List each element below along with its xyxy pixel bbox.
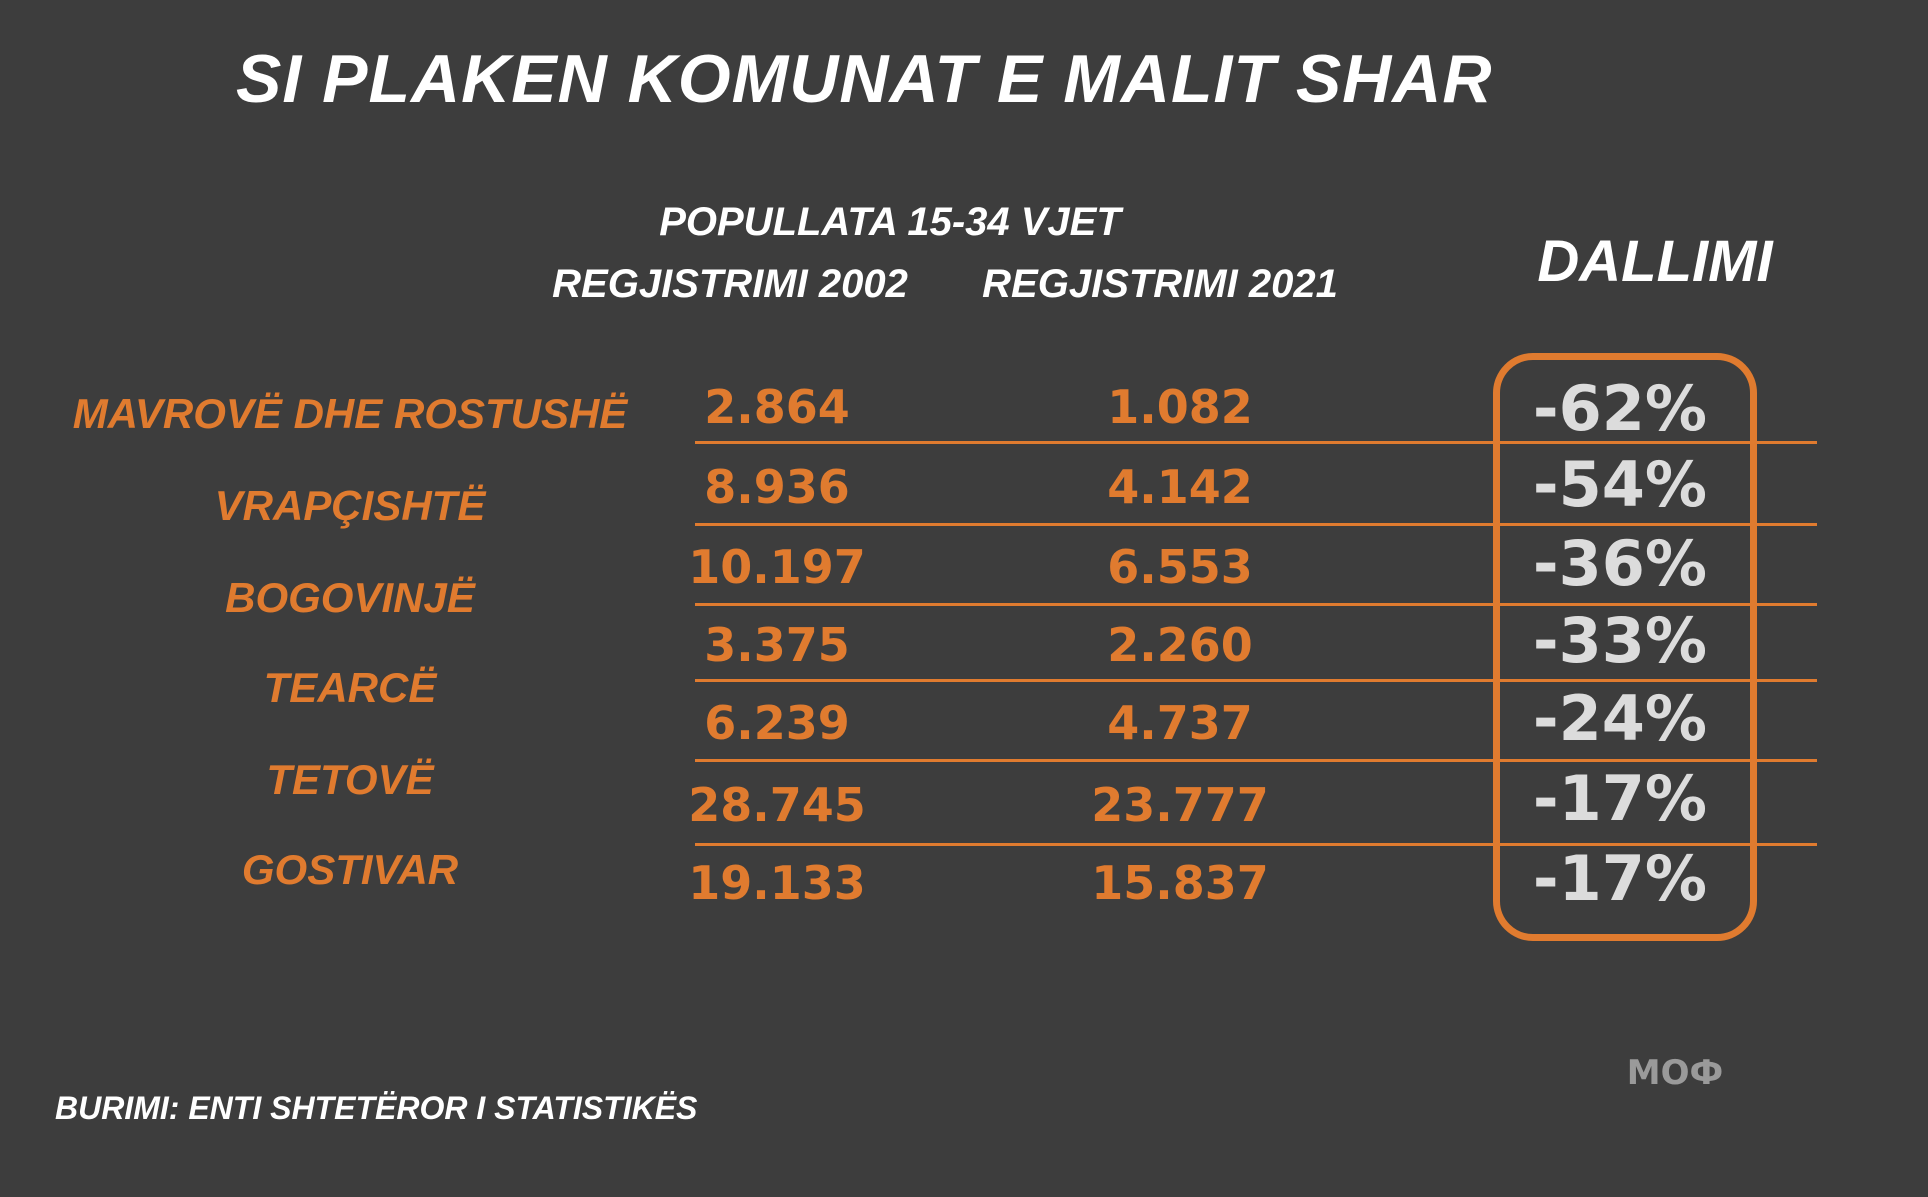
municipality-name: MAVROVË DHE ROSTUSHË bbox=[72, 390, 628, 437]
population-subtitle: POPULLATA 15-34 VJET bbox=[659, 200, 1121, 244]
row-separator bbox=[695, 759, 1817, 762]
difference-percent: -54% bbox=[1532, 448, 1708, 521]
difference-percent: -36% bbox=[1532, 527, 1708, 600]
source-note: BURIMI: ENTI SHTETËROR I STATISTIKËS bbox=[55, 1090, 698, 1126]
column-header-2021: REGJISTRIMI 2021 bbox=[982, 262, 1338, 306]
row-separator bbox=[695, 523, 1817, 526]
municipality-name: TEARCË bbox=[263, 664, 437, 711]
difference-percent: -62% bbox=[1532, 372, 1708, 445]
value-2002: 19.133 bbox=[688, 856, 866, 910]
row-separator bbox=[695, 843, 1817, 846]
logo-icon: MOФ bbox=[1627, 1053, 1723, 1093]
municipality-name: TETOVË bbox=[266, 756, 434, 803]
difference-percent: -17% bbox=[1532, 842, 1708, 915]
value-2021: 4.142 bbox=[1107, 460, 1253, 514]
column-header-2002: REGJISTRIMI 2002 bbox=[552, 262, 908, 306]
difference-percent: -24% bbox=[1532, 682, 1708, 755]
value-2021: 23.777 bbox=[1091, 778, 1269, 832]
row-separator bbox=[695, 441, 1817, 444]
value-2002: 10.197 bbox=[688, 540, 866, 594]
value-2021: 1.082 bbox=[1107, 380, 1253, 434]
value-2021: 4.737 bbox=[1107, 696, 1253, 750]
value-2002: 8.936 bbox=[704, 460, 850, 514]
municipality-name: VRAPÇISHTË bbox=[214, 482, 486, 529]
value-2002: 28.745 bbox=[688, 778, 866, 832]
value-2021: 6.553 bbox=[1107, 540, 1253, 594]
chart-title: SI PLAKEN KOMUNAT E MALIT SHAR bbox=[236, 41, 1493, 117]
difference-percent: -33% bbox=[1532, 604, 1708, 677]
difference-percent: -17% bbox=[1532, 762, 1708, 835]
row-separator bbox=[695, 679, 1817, 682]
difference-highlight-box bbox=[1493, 353, 1757, 941]
column-header-difference: DALLIMI bbox=[1537, 229, 1773, 294]
municipality-name: GOSTIVAR bbox=[241, 846, 459, 893]
value-2002: 3.375 bbox=[704, 618, 850, 672]
value-2002: 2.864 bbox=[704, 380, 850, 434]
value-2021: 15.837 bbox=[1091, 856, 1269, 910]
municipality-name: BOGOVINJË bbox=[225, 574, 475, 621]
value-2021: 2.260 bbox=[1107, 618, 1253, 672]
logo-text: MOФ bbox=[1627, 1053, 1723, 1093]
value-2002: 6.239 bbox=[704, 696, 850, 750]
row-separator bbox=[695, 603, 1817, 606]
